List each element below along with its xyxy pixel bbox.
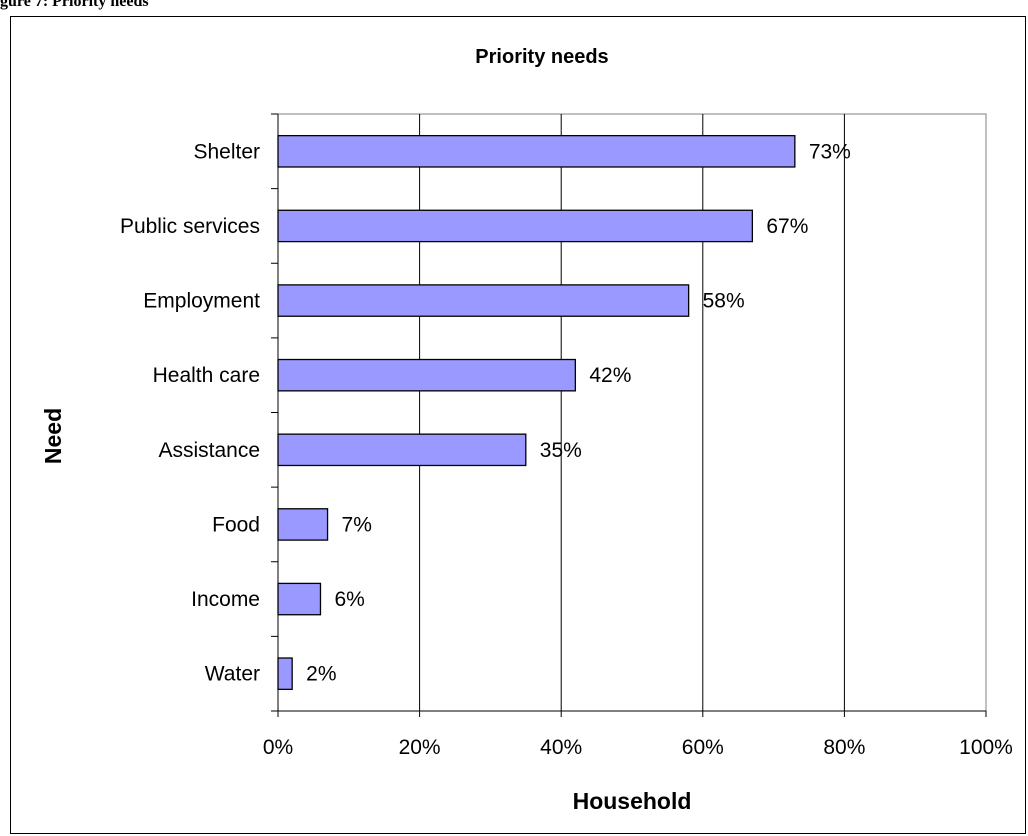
category-label: Water [205,663,260,686]
bar [277,582,322,616]
bar [277,134,796,168]
data-label: 58% [703,290,745,313]
x-tick-label: 40% [540,736,582,759]
x-axis-title: Household [573,788,692,814]
figure-caption: gure 7: Priority needs [0,0,149,10]
x-tick-label: 20% [399,736,441,759]
bar [277,657,293,691]
bar [277,358,577,392]
data-label: 42% [589,364,631,387]
chart-title: Priority needs [475,46,608,68]
category-label: Public services [120,215,260,238]
plot-area: 0% 20% 40% 60% 80% 100% Shelter 73% Public servi… [120,113,1013,759]
category-label: Shelter [193,140,260,163]
x-tick-label: 100% [959,736,1013,759]
bar [277,284,690,317]
chart-frame: Priority needs Household Need 0% 20% 40% 60… [10,16,1026,834]
bar [277,209,754,243]
category-label: Assistance [158,439,260,462]
bar [277,508,329,541]
data-label: 73% [809,140,851,163]
category-label: Health care [153,364,260,387]
category-label: Food [212,513,260,536]
data-label: 67% [766,215,808,238]
plot-border [277,113,987,712]
data-label: 6% [334,588,364,611]
data-label: 7% [342,513,372,536]
bar [277,433,527,467]
x-tick-label: 60% [682,736,724,759]
x-tick-label: 80% [823,736,865,759]
data-label: 35% [540,439,582,462]
y-axis-title: Need [40,408,66,464]
x-tick-label: 0% [263,736,293,759]
bar-chart: Priority needs Household Need 0% 20% 40% 60… [40,46,1013,814]
category-label: Employment [143,290,260,313]
category-label: Income [191,588,260,611]
data-label: 2% [306,663,336,686]
